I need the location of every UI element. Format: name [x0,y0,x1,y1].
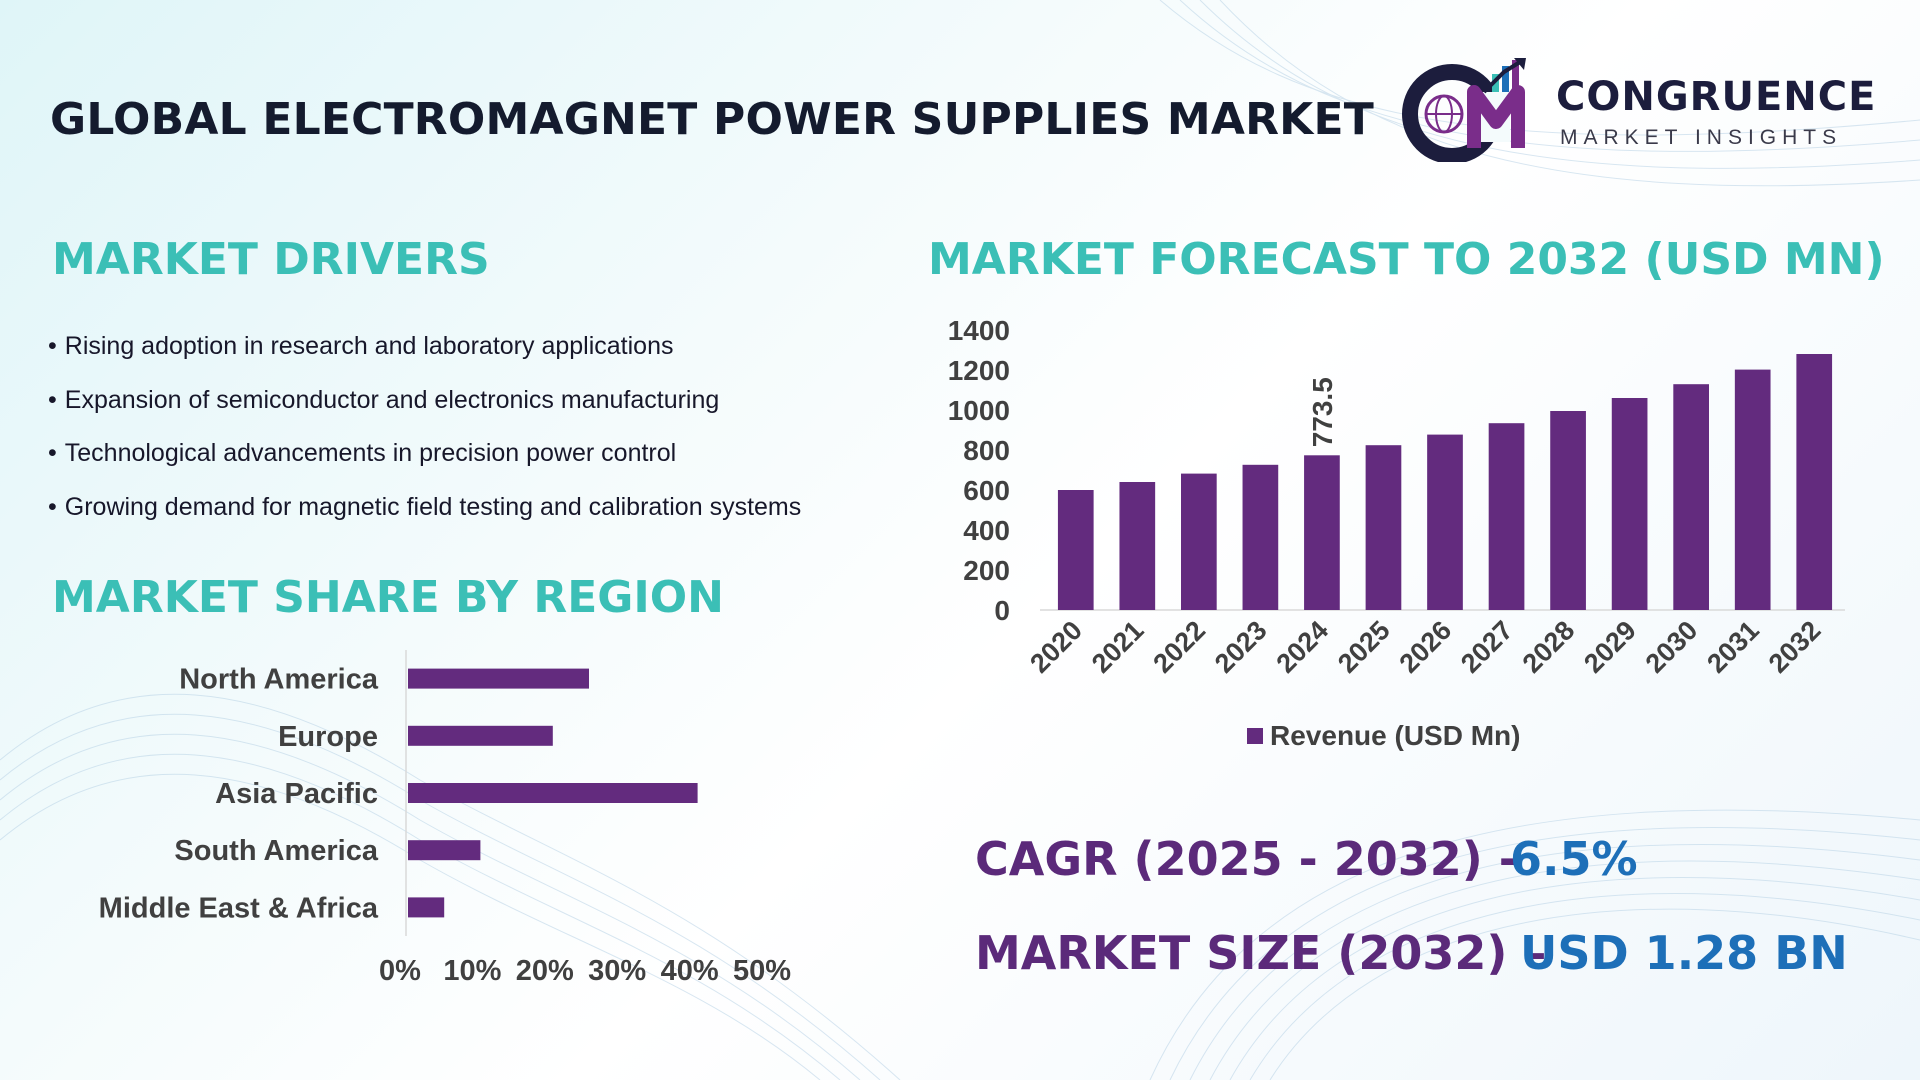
driver-text: Expansion of semiconductor and electroni… [64,385,720,414]
region-bar-chart: North America Europe Asia Pacific South Ame… [99,650,791,987]
x-tick-label: 2025 [1332,615,1396,679]
x-tick-label: 2032 [1763,615,1827,679]
bar-2022 [1181,473,1217,610]
bar-2030 [1673,384,1709,610]
bar-2032 [1796,354,1833,610]
market-drivers-title: MARKET DRIVERS [52,234,490,285]
driver-text: Technological advancements in precision … [64,439,677,467]
x-tick-label: 50% [733,955,791,987]
market-size-value: USD 1.28 BN [1520,926,1848,980]
cagr-label: CAGR (2025 - 2032) - [975,832,1518,886]
market-share-region-title: MARKET SHARE BY REGION [52,572,724,623]
legend-swatch [1247,728,1263,744]
x-tick-label: 40% [661,955,719,987]
bar-2021 [1119,482,1156,610]
x-tick-label: 2027 [1455,615,1519,679]
driver-text: Rising adoption in research and laborato… [64,332,674,360]
x-tick-label: 2029 [1578,615,1642,679]
list-item: • Rising adoption in research and laborat… [48,332,674,360]
globe-chart-logo-icon [1402,58,1526,162]
x-tick-label: 2028 [1517,615,1581,679]
region-label: Europe [278,721,378,753]
bar-2027 [1488,423,1525,610]
region-bar [408,668,589,689]
x-tick-label: 2031 [1701,615,1765,679]
region-bar [408,783,698,803]
y-tick-label: 400 [963,515,1010,546]
region-label: South America [174,835,378,867]
region-label: Middle East & Africa [99,892,379,924]
bar-2028 [1550,411,1586,610]
x-tick-label: 20% [516,955,574,987]
list-item: • Technological advancements in precision… [48,439,677,467]
x-tick-label: 2023 [1209,615,1273,679]
region-bar [408,725,553,746]
x-tick-label: 2024 [1270,615,1334,679]
legend-label: Revenue (USD Mn) [1270,720,1520,751]
data-label: 773.5 [1307,377,1338,447]
region-label: North America [179,664,379,696]
forecast-bar-chart: 0200400600800100012001400202020212022202… [948,315,1845,751]
region-bar [408,897,445,918]
bar-2024 [1304,455,1340,610]
x-tick-label: 0% [379,955,421,987]
cagr-value: 6.5% [1510,832,1638,886]
x-tick-label: 2021 [1086,615,1150,679]
bar-2023 [1242,464,1279,610]
y-tick-label: 0 [994,595,1010,626]
y-tick-label: 200 [963,555,1010,586]
bar-2025 [1365,445,1402,610]
x-tick-label: 10% [443,955,501,987]
region-label: Asia Pacific [215,778,378,810]
market-forecast-title: MARKET FORECAST TO 2032 (USD MN) [928,234,1885,285]
bar-2029 [1611,398,1648,610]
x-tick-label: 2030 [1640,615,1704,679]
bar-2031 [1734,369,1771,610]
y-tick-label: 800 [963,435,1010,466]
logo-subtitle: MARKET INSIGHTS [1560,126,1843,149]
list-item: • Expansion of semiconductor and electron… [48,385,720,414]
y-tick-label: 600 [963,475,1010,506]
bar-2026 [1427,434,1463,610]
x-tick-label: 2022 [1147,615,1211,679]
y-tick-label: 1200 [948,355,1010,386]
logo-name: CONGRUENCE [1556,74,1877,120]
x-tick-label: 2020 [1024,615,1088,679]
y-tick-label: 1000 [948,395,1010,426]
market-size-label: MARKET SIZE (2032) – [975,926,1547,980]
bar-2020 [1057,490,1094,610]
driver-text: Growing demand for magnetic field testin… [64,492,802,521]
page-title: GLOBAL ELECTROMAGNET POWER SUPPLIES MARK… [50,94,1374,145]
y-tick-label: 1400 [948,315,1010,346]
region-bar [408,840,481,861]
x-tick-label: 30% [588,955,646,987]
x-tick-label: 2026 [1394,615,1458,679]
list-item: • Growing demand for magnetic field testi… [48,492,802,521]
drivers-list: • Rising adoption in research and laborat… [48,326,801,540]
